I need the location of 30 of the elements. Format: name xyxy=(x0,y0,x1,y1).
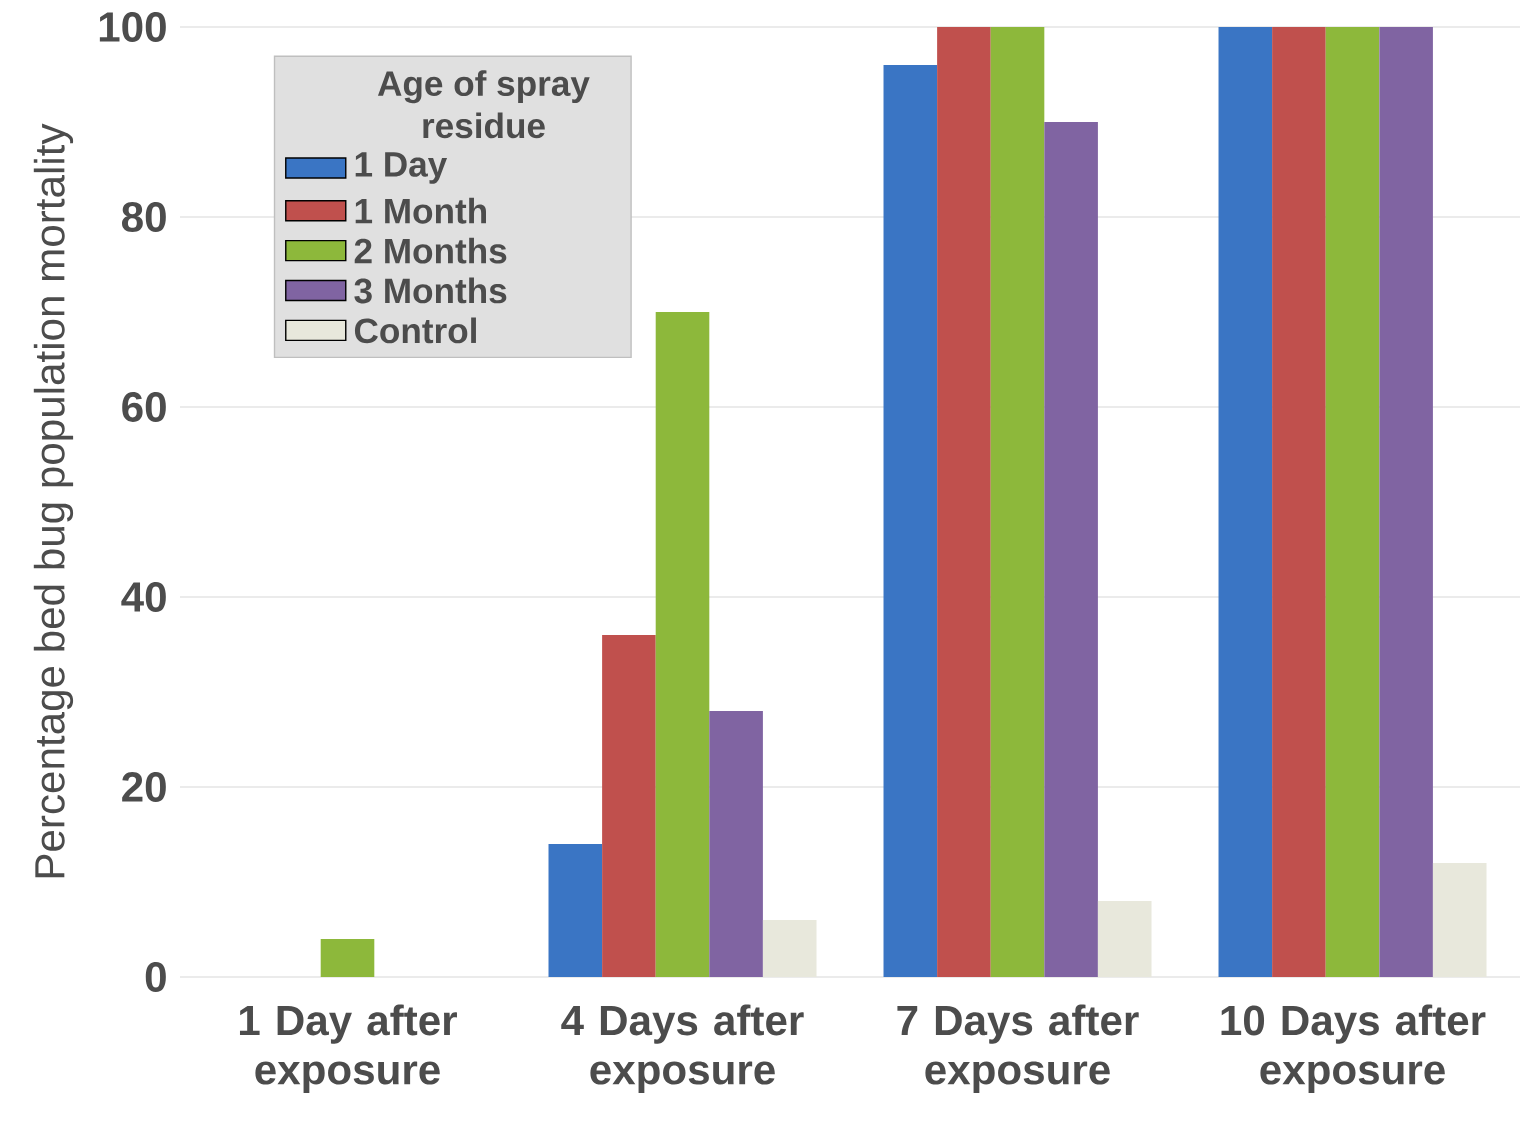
bar xyxy=(937,27,991,978)
bar xyxy=(709,711,763,978)
bar xyxy=(990,27,1045,978)
y-tick-label: 60 xyxy=(122,392,166,422)
bar xyxy=(1325,27,1380,978)
legend-label: 2 Months xyxy=(354,237,507,264)
bar xyxy=(548,844,603,978)
bar xyxy=(883,64,938,978)
x-tick-label: 1 Day after exposure xyxy=(239,1004,457,1093)
y-tick-label: 80 xyxy=(122,202,166,232)
bar xyxy=(1044,122,1098,978)
bar xyxy=(655,311,710,978)
y-axis-title: Percentage bed bug population mortality xyxy=(33,123,74,878)
bar xyxy=(1218,27,1273,978)
legend-title: Age of spray residue xyxy=(377,70,590,139)
legend-label: 1 Month xyxy=(355,197,486,224)
y-tick-label: 40 xyxy=(121,582,166,612)
y-tick-label: 0 xyxy=(145,962,166,992)
legend-label: Control xyxy=(354,317,476,344)
bar xyxy=(1272,27,1326,978)
y-tick-label: 100 xyxy=(99,12,166,42)
bar xyxy=(1379,27,1433,978)
legend-label: 1 Day xyxy=(355,152,448,184)
legend-label: 3 Months xyxy=(354,277,507,304)
y-tick-label: 20 xyxy=(122,772,166,802)
bar xyxy=(320,939,375,978)
x-tick-label: 4 Days after exposure xyxy=(561,1004,804,1093)
x-tick-label: 7 Days after exposure xyxy=(897,1004,1139,1093)
x-tick-label: 10 Days after exposure xyxy=(1221,1004,1486,1093)
bar xyxy=(602,635,656,978)
